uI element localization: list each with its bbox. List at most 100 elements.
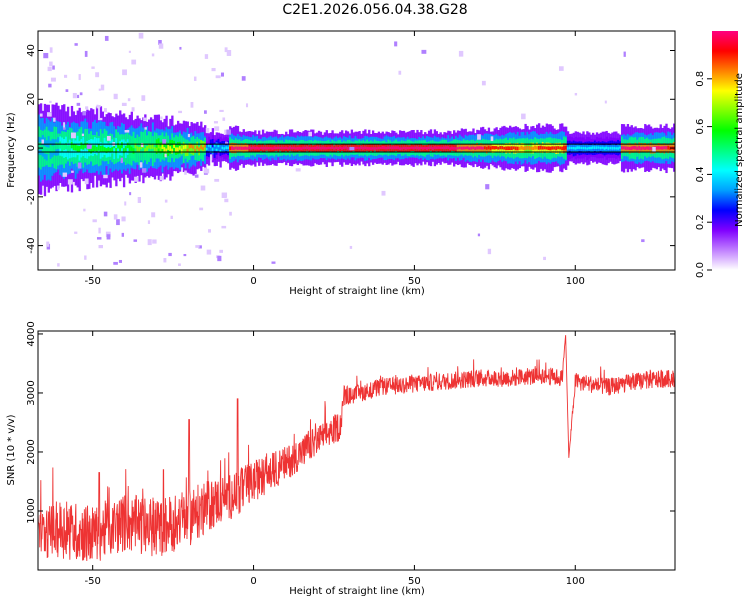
spectrogram-cell: [159, 146, 162, 152]
spectrogram-x-tick-label: -50: [85, 276, 101, 287]
spectrogram-cell: [644, 146, 647, 151]
spectrogram-cell: [524, 146, 527, 151]
spectrogram-cell: [55, 142, 58, 150]
spectrogram-noise: [65, 89, 69, 92]
spectrogram-cell: [429, 146, 433, 150]
spectrogram-cell: [140, 144, 143, 150]
spectrogram-cell: [126, 142, 130, 149]
spectrogram-noise: [195, 245, 200, 248]
spectrogram-cell: [288, 146, 292, 150]
spectrogram-cell: [259, 146, 263, 150]
spectrogram-noise: [245, 103, 249, 108]
spectrogram-noise: [124, 130, 130, 133]
snr-x-tick-label: 0: [250, 576, 256, 587]
spectrogram-noise: [143, 117, 147, 122]
spectrogram-cell: [576, 146, 579, 149]
spectrogram-noise: [141, 95, 146, 101]
spectrogram-cell: [285, 146, 288, 150]
spectrogram-cell: [165, 148, 168, 153]
spectrogram-cell: [217, 145, 220, 148]
spectrogram-noise: [226, 49, 232, 56]
spectrogram-noise: [164, 199, 168, 203]
spectrogram-cell: [121, 142, 124, 149]
spectrogram-noise: [543, 256, 546, 261]
spectrogram-cell: [144, 147, 147, 153]
snr-y-tick-label: 3000: [26, 380, 37, 405]
spectrogram-noise: [98, 227, 101, 234]
spectrogram-cell: [526, 145, 529, 150]
spectrogram-cell: [663, 146, 666, 150]
spectrogram-cell: [246, 147, 249, 150]
spectrogram-cell: [478, 146, 481, 150]
spectrogram-cell: [435, 146, 438, 150]
spectrogram-cell: [84, 142, 87, 149]
spectrogram-cell: [358, 146, 361, 150]
spectrogram-noise: [57, 263, 60, 267]
spectrogram-noise: [205, 127, 210, 133]
snr-series-line: [38, 335, 675, 561]
spectrogram-cell: [462, 146, 465, 150]
spectrogram-cell: [290, 146, 294, 150]
spectrogram-noise: [481, 80, 486, 86]
spectrogram-cell: [306, 146, 309, 150]
spectrogram-noise: [147, 239, 152, 246]
spectrogram-cell: [175, 147, 178, 152]
spectrogram-cell: [267, 146, 271, 150]
spectrogram-panel: -50 0 50 100 -40 -20 0 20 40 Height of straight …: [6, 30, 676, 297]
spectrogram-noise: [219, 109, 224, 112]
colorbar-tick-label: 0.2: [695, 214, 706, 230]
spectrogram-cell: [149, 144, 153, 150]
spectrogram-cell: [101, 145, 105, 152]
spectrogram-cell: [584, 146, 587, 150]
spectrogram-noise: [295, 168, 301, 172]
chart-title: C2E1.2026.056.04.38.G28: [282, 2, 467, 18]
spectrogram-noise: [178, 263, 181, 266]
spectrogram-noise: [70, 132, 76, 139]
spectrogram-cell: [103, 147, 106, 153]
spectrogram-noise: [521, 113, 526, 120]
spectrogram-cell: [74, 144, 78, 151]
spectrogram-cell: [360, 146, 363, 150]
spectrogram-noise: [118, 259, 122, 263]
spectrogram-noise: [98, 244, 103, 249]
spectrogram-cell: [559, 146, 562, 150]
spectrogram-cell: [86, 141, 89, 159]
spectrogram-cell: [339, 146, 342, 149]
spectrogram-noise: [652, 146, 656, 153]
spectrogram-cell: [601, 146, 604, 149]
spectrogram-cell: [269, 146, 272, 150]
spectrogram-cell: [368, 147, 371, 150]
spectrogram-cell: [296, 146, 299, 150]
spectrogram-cell: [493, 146, 496, 150]
spectrogram-cell: [90, 147, 93, 154]
spectrogram-cell: [192, 144, 195, 156]
spectrogram-cell: [325, 147, 328, 150]
spectrogram-x-tick-label: 100: [566, 276, 585, 287]
spectrogram-noise: [398, 70, 402, 75]
spectrogram-cell: [211, 147, 215, 155]
spectrogram-cell: [437, 146, 440, 149]
spectrogram-cell: [620, 146, 624, 150]
spectrogram-cell: [393, 146, 396, 150]
spectrogram-cell: [236, 146, 240, 150]
spectrogram-cell: [468, 147, 471, 150]
spectrogram-cell: [568, 146, 572, 150]
spectrogram-noise: [47, 66, 52, 72]
spectrogram-cell: [508, 146, 512, 151]
spectrogram-cell: [578, 146, 581, 149]
colorbar-tick-label: 0.8: [695, 71, 706, 87]
spectrogram-noise: [63, 122, 66, 129]
spectrogram-noise: [120, 157, 123, 164]
spectrogram-cell: [252, 146, 255, 149]
spectrogram-cell: [66, 145, 70, 153]
spectrogram-noise: [79, 92, 83, 96]
spectrogram-cell: [302, 146, 305, 150]
spectrogram-cell: [549, 146, 552, 151]
spectrogram-cell: [416, 146, 419, 150]
spectrogram-noise: [271, 261, 276, 264]
spectrogram-noise: [487, 248, 492, 255]
spectrogram-noise: [84, 50, 88, 57]
spectrogram-cell: [371, 147, 375, 150]
spectrogram-cell: [418, 146, 421, 150]
spectrogram-cell: [122, 148, 126, 154]
